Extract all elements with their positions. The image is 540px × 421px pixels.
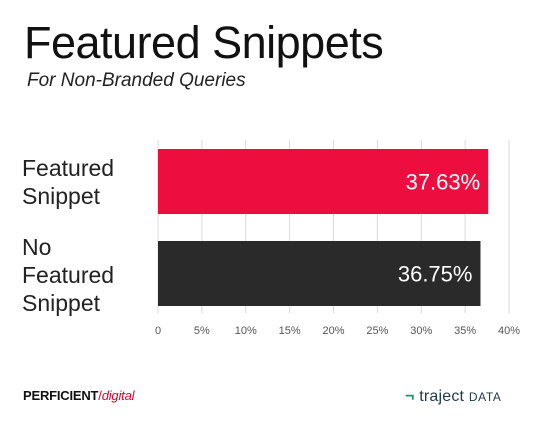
x-tick-label-25: 25% bbox=[366, 325, 388, 337]
x-tick-label-40: 40% bbox=[498, 325, 520, 337]
traject-data-logo: ¬ traject DATA bbox=[405, 388, 501, 406]
perficient-logo-text: PERFICIENT bbox=[23, 388, 99, 403]
digital-logo-text: digital bbox=[101, 388, 135, 403]
chart-title: Featured Snippets bbox=[24, 17, 384, 68]
traject-logo-text: traject bbox=[419, 388, 465, 405]
x-tick-label-20: 20% bbox=[322, 325, 344, 337]
x-tick-label-35: 35% bbox=[454, 325, 476, 337]
bar-value-label-0: 37.63% bbox=[406, 170, 481, 195]
logo-slash: / bbox=[98, 388, 102, 403]
x-tick-label-30: 30% bbox=[410, 325, 432, 337]
data-logo-text: DATA bbox=[468, 390, 502, 404]
bar-0 bbox=[158, 149, 489, 214]
perficient-digital-logo: PERFICIENT/digital bbox=[23, 388, 134, 403]
x-tick-label-10: 10% bbox=[235, 325, 257, 337]
bar-1 bbox=[158, 241, 481, 306]
bar-value-label-1: 36.75% bbox=[398, 262, 473, 287]
bar-chart: 0 5% 10% 15% 20% 25% 30% 35% 40% 37.63% 36.75% bbox=[155, 140, 520, 337]
category-label-featured-snippet: Featured Snippet bbox=[22, 155, 115, 209]
chart-subtitle: For Non-Branded Queries bbox=[27, 70, 246, 91]
x-tick-label-5: 5% bbox=[194, 325, 210, 337]
x-tick-label-15: 15% bbox=[279, 325, 301, 337]
x-tick-label-0: 0 bbox=[155, 325, 161, 337]
category-label-no-featured-snippet: No Featured Snippet bbox=[22, 234, 115, 316]
traject-mark-icon: ¬ bbox=[405, 388, 415, 405]
